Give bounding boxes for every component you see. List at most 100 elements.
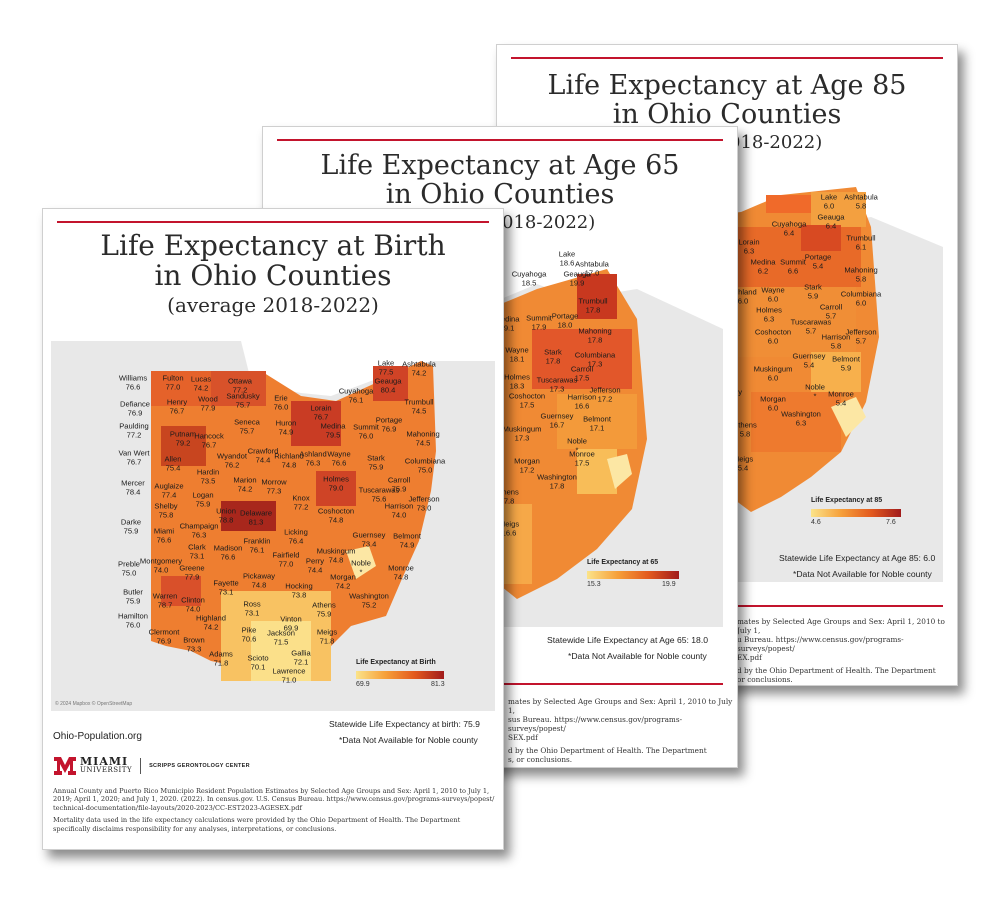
- county-name: Summit: [353, 422, 379, 432]
- footer-line: Annual County and Puerto Rico Municipio …: [53, 787, 490, 795]
- county-name: Stark: [544, 347, 562, 357]
- county-value: 74.2: [411, 368, 427, 377]
- county-value: 5.4: [737, 463, 749, 472]
- county-name: Portage: [551, 311, 579, 321]
- county-value: 77.0: [278, 559, 294, 568]
- county-label-geauga: Geauga 80.4: [374, 377, 401, 394]
- county-value: 74.8: [251, 580, 267, 589]
- county-value: 71.8: [319, 636, 335, 645]
- county-value: 76.3: [191, 530, 207, 539]
- county-value: 76.7: [201, 440, 217, 449]
- county-label-huron: Huron 74.9: [276, 419, 297, 436]
- county-name: Ashland: [299, 449, 327, 459]
- county-label-athens: Athens 5.8: [733, 421, 757, 438]
- county-label-ashland: Ashland 6.0: [729, 288, 756, 305]
- county-name: Stark: [367, 453, 385, 463]
- county-value: 74.2: [237, 484, 253, 493]
- county-label-tuscarawas: Tuscarawas 5.7: [791, 318, 832, 335]
- county-name: Carroll: [387, 475, 411, 485]
- county-label-brown: Brown 73.3: [183, 636, 205, 653]
- county-value: 75.7: [235, 400, 251, 409]
- county-name: Morgan: [514, 456, 540, 466]
- county-label-stark: Stark 17.8: [544, 348, 562, 365]
- county-label-belmont: Belmont 17.1: [583, 415, 611, 432]
- county-value: 70.6: [241, 634, 257, 643]
- county-label-ashtabula: Ashtabula 5.8: [844, 193, 878, 210]
- county-label-darke: Darke 75.9: [121, 518, 141, 535]
- county-label-putnam: Putnam 79.2: [170, 430, 196, 447]
- county-name: Belmont: [832, 354, 860, 364]
- county-label-miami: Miami 76.6: [154, 527, 174, 544]
- county-value: 77.5: [378, 367, 394, 376]
- footer-line: Mortality data used in the life expectan…: [53, 816, 461, 825]
- county-name: Hancock: [194, 431, 224, 441]
- county-label-cuyahoga: Cuyahoga 18.5: [512, 270, 547, 287]
- county-value: 75.2: [361, 600, 377, 609]
- county-name: Warren: [152, 591, 178, 601]
- county-value: 6.0: [737, 296, 749, 305]
- county-value: 5.9: [840, 363, 852, 372]
- county-label-pickaway: Pickaway 74.8: [243, 572, 275, 589]
- county-name: Cuyahoga: [771, 219, 807, 229]
- county-name: Harrison: [384, 501, 414, 511]
- county-value: 75.9: [368, 462, 384, 471]
- county-value: 73.4: [361, 539, 377, 548]
- county-name: Belmont: [583, 414, 611, 424]
- county-name: Williams: [118, 373, 148, 383]
- county-value: 77.3: [266, 486, 282, 495]
- county-label-jefferson: Jefferson 17.2: [589, 386, 620, 403]
- note-birth: *Data Not Available for Noble county: [339, 735, 478, 745]
- county-label-franklin: Franklin 76.1: [243, 537, 270, 554]
- county-label-stark: Stark 5.9: [804, 283, 822, 300]
- county-value: 79.5: [325, 430, 341, 439]
- county-name: Erie: [274, 393, 288, 403]
- county-name: Cuyahoga: [338, 386, 374, 396]
- county-label-erie: Erie 76.0: [274, 394, 289, 411]
- county-name: Ashland: [729, 287, 757, 297]
- county-label-harrison: Harrison 5.8: [822, 333, 851, 350]
- county-name: Harrison: [567, 392, 597, 402]
- county-value: 17.8: [587, 335, 603, 344]
- county-name: Mahoning: [844, 265, 878, 275]
- title-line-2: in Ohio Counties: [612, 99, 842, 131]
- county-value: 78.4: [125, 487, 141, 496]
- county-value: 75.9: [125, 596, 141, 605]
- county-value: 75.8: [158, 510, 174, 519]
- county-label-columbiana: Columbiana 75.0: [405, 457, 446, 474]
- county-value: 18.0: [557, 320, 573, 329]
- county-name: Holmes: [323, 474, 349, 484]
- county-label-carroll: Carroll 17.5: [571, 365, 593, 382]
- county-label-vinton: Vinton 69.9: [280, 615, 301, 632]
- county-value: 75.4: [165, 463, 181, 472]
- county-value: 73.8: [291, 590, 307, 599]
- county-label-morrow: Morrow 77.3: [261, 478, 286, 495]
- county-label-belmont: Belmont 74.9: [393, 532, 421, 549]
- county-value: 17.5: [574, 373, 590, 382]
- county-name: Medina: [494, 314, 520, 324]
- county-name: Monroe: [828, 389, 854, 399]
- county-value: 5.4: [803, 360, 815, 369]
- logo-word-1: MIAMI: [80, 755, 129, 768]
- county-name: Logan: [192, 490, 214, 500]
- county-value: 75.0: [121, 568, 137, 577]
- top-rule: [57, 221, 489, 223]
- county-name: Geauga: [374, 376, 402, 386]
- county-value: 18.3: [509, 381, 525, 390]
- county-value: 77.2: [293, 502, 309, 511]
- subtitle: (average 2018-2022): [167, 293, 379, 318]
- county-name: Clermont: [148, 627, 180, 637]
- county-name: Tuscarawas: [358, 485, 400, 495]
- county-label-scioto: Scioto 70.1: [247, 654, 268, 671]
- county-label-fulton: Fulton 77.0: [162, 374, 183, 391]
- county-name: Ashtabula: [844, 192, 878, 202]
- county-label-union: Union 78.8: [216, 507, 236, 524]
- poster-birth: Life Expectancy at Birth in Ohio Countie…: [42, 208, 504, 850]
- county-value: 6.0: [767, 336, 779, 345]
- county-name: Portage: [375, 415, 403, 425]
- county-name: Mahoning: [406, 429, 440, 439]
- county-name: Auglaize: [154, 481, 184, 491]
- county-name: Washington: [781, 409, 821, 419]
- county-name: Clinton: [181, 595, 205, 605]
- county-label-seneca: Seneca 75.7: [234, 418, 260, 435]
- county-label-wayne: Wayne 76.6: [327, 450, 350, 467]
